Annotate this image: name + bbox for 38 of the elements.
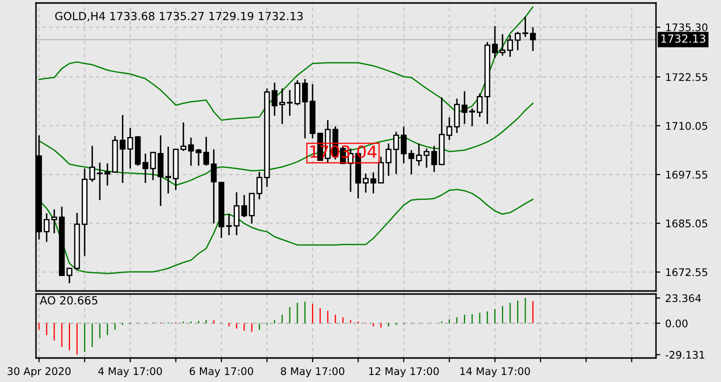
y-tick-label: 1672.55 <box>666 268 708 276</box>
line-series <box>38 102 534 186</box>
text: GOLD,H4 1733.68 1735.27 1729.19 1732.13 <box>55 12 303 22</box>
candlestick <box>514 31 521 51</box>
candlestick <box>89 145 96 182</box>
candlestick <box>165 146 172 194</box>
candlestick <box>210 148 217 224</box>
x-tick-label: 12 May 17:00 <box>369 367 439 378</box>
y-tick-label: 1697.55 <box>666 170 708 179</box>
ref-line-label: 1732.13 <box>661 34 706 43</box>
candlestick <box>522 16 528 38</box>
y-tick-label: 0.00 <box>666 319 688 328</box>
y-tick-label: 1722.55 <box>666 73 708 82</box>
x-tick-label: 30 Apr 2020 <box>8 367 71 378</box>
candlestick <box>203 136 210 166</box>
x-tick-label: 4 May 17:00 <box>98 367 162 378</box>
candlestick <box>248 192 255 224</box>
candlestick <box>51 208 58 234</box>
candlestick <box>127 127 134 170</box>
x-tick-label: 6 May 17:00 <box>190 367 254 378</box>
candlestick <box>241 194 248 218</box>
y-tick-label: 1685.05 <box>666 220 708 228</box>
candlestick <box>362 172 369 194</box>
y-tick-label: 23.364 <box>666 294 701 302</box>
candlestick <box>400 126 407 164</box>
candlestick <box>530 26 536 52</box>
candlestick <box>279 88 286 125</box>
x-tick-label: 14 May 17:00 <box>460 367 530 378</box>
candlestick <box>476 92 483 118</box>
x-tick-label: 8 May 17:00 <box>280 367 344 378</box>
chart-title: AO 20.665 <box>40 296 98 305</box>
y-tick-label: 1735.30 <box>666 23 708 32</box>
candlestick <box>408 149 414 176</box>
candlestick <box>286 89 293 116</box>
candlestick <box>96 162 103 201</box>
y-tick-label: 1710.05 <box>666 122 708 130</box>
y-tick-label: -29.131 <box>666 350 704 359</box>
candlestick <box>446 116 452 141</box>
